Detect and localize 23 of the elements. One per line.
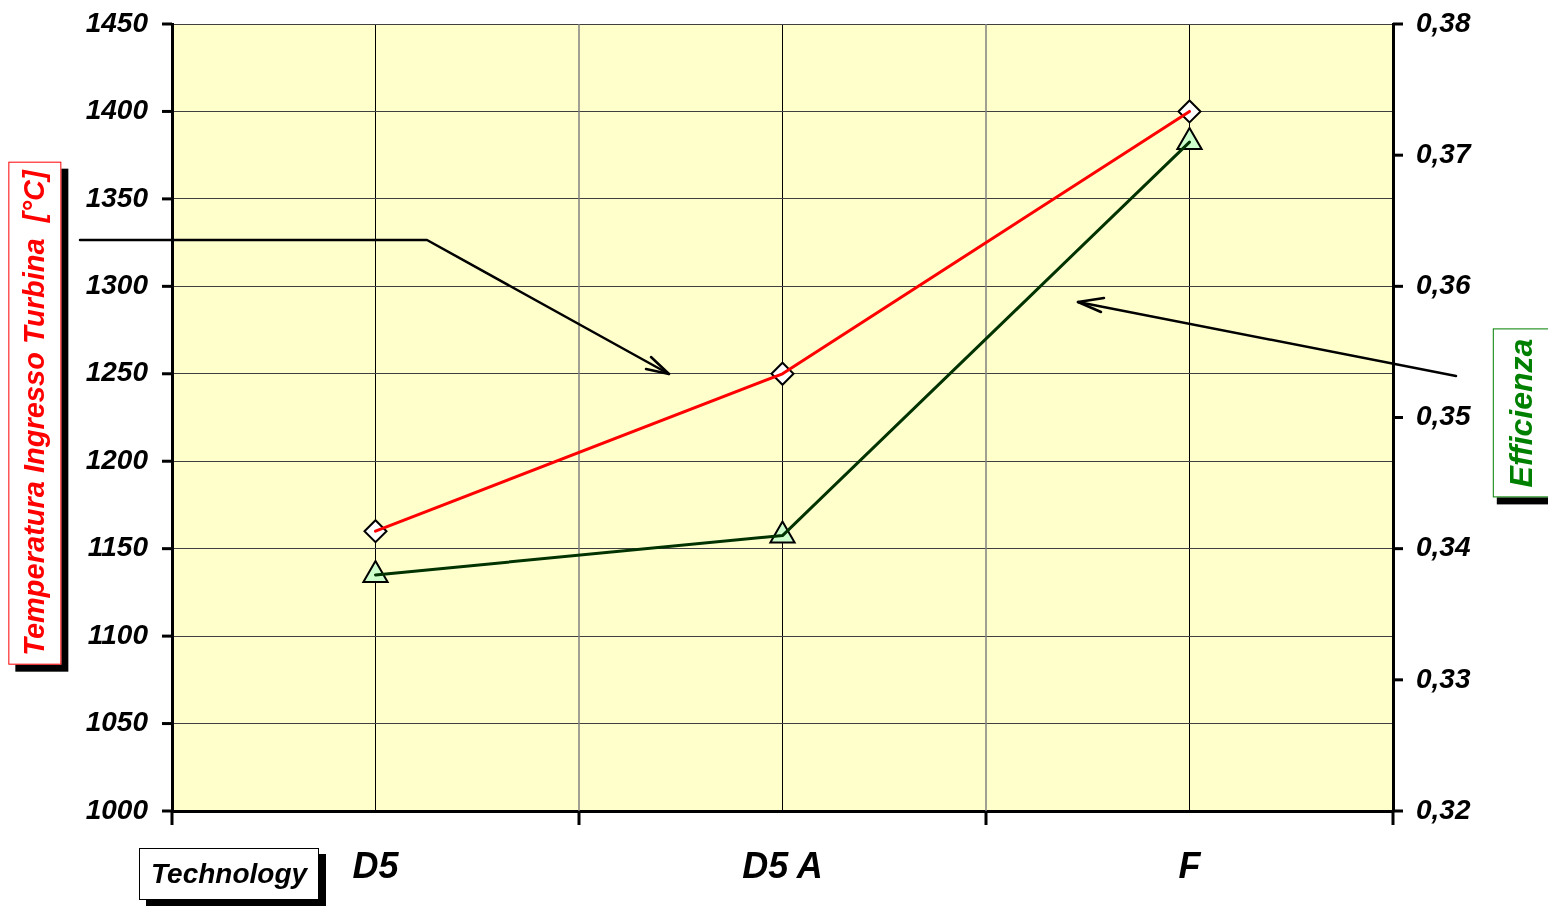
- y-tick-label: 1200: [85, 443, 149, 475]
- x-axis-title: Technology: [139, 848, 320, 901]
- y-tick-label: 1400: [85, 94, 149, 126]
- y2-tick-label: 0,35: [1416, 400, 1471, 432]
- y2-tick-label: 0,37: [1416, 137, 1472, 169]
- y2-tick-label: 0,36: [1416, 269, 1471, 301]
- y2-tick-label: 0,34: [1416, 531, 1471, 563]
- y2-tick-label: 0,32: [1416, 793, 1471, 825]
- y2-tick-label: 0,38: [1416, 6, 1471, 38]
- y2-axis-title: Efficienza: [1493, 328, 1548, 498]
- y-tick-label: 1300: [85, 269, 149, 301]
- x-tick-label: D5: [352, 844, 400, 886]
- y-tick-label: 1450: [85, 6, 149, 38]
- y-tick-label: 1250: [85, 356, 149, 388]
- y-tick-label: 1150: [87, 531, 149, 563]
- x-tick-label: F: [1178, 844, 1202, 886]
- y-axis-title: Temperatura Ingresso Turbina [°C]: [8, 161, 62, 665]
- y-tick-label: 1100: [87, 618, 149, 650]
- y-tick-label: 1050: [85, 706, 149, 738]
- y-tick-label: 1000: [85, 793, 149, 825]
- y2-tick-label: 0,33: [1416, 662, 1471, 694]
- x-tick-label: D5 A: [742, 844, 823, 886]
- y-tick-label: 1350: [85, 181, 149, 213]
